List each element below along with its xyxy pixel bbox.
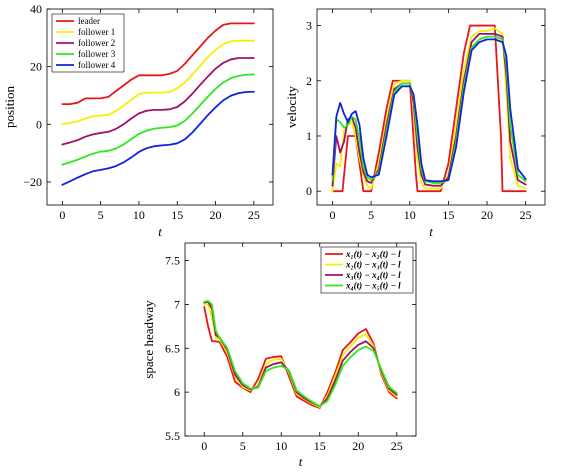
headway-x-tick-label: 20 [352,439,364,453]
velocity-plot-frame [316,8,546,206]
position-chart: 0 5 10 15 20 25−2002040tpositionleaderfollowe… [2,2,274,239]
headway-legend: x₁(t) − x₂(t) − lx₂(t) − x₃(t) − lx₃(t) … [320,246,414,294]
legend-entry-label: x₁(t) − x₂(t) − l [345,249,401,259]
position-x-tick-label: 25 [248,208,260,222]
position-y-tick-label: −20 [23,175,42,189]
headway-series-line [203,303,398,408]
position-x-tick-label: 5 [98,208,104,222]
position-x-tick-label: 0 [59,208,65,222]
headway-chart: 0 5 10 15 20 25 5.5 6 6.5 7 7.5 t space headway x₁(t)… [141,242,417,469]
velocity-x-tick-label: 25 [520,208,532,222]
velocity-chart: 0 5 10 15 20 25 0 1 2 3 t velocity [284,8,546,239]
headway-y-axis-label: space headway [141,300,156,379]
legend-entry-label: x₃(t) − x₄(t) − l [345,270,401,280]
velocity-y-tick-label: 1 [306,129,312,143]
position-y-tick-label: 0 [36,117,42,131]
position-x-tick-label: 20 [210,208,222,222]
velocity-x-tick-label: 5 [368,208,374,222]
velocity-y-axis-label: velocity [284,86,299,128]
velocity-x-tick-label: 10 [404,208,416,222]
headway-y-tick-label: 7 [174,297,180,311]
headway-x-axis-label: t [299,454,303,469]
position-y-tick-label: 20 [30,60,42,74]
position-plot-frame [46,8,274,206]
headway-series-line [203,306,398,409]
headway-x-tick-label: 10 [275,439,287,453]
position-series-line [61,57,255,146]
legend-entry-label: follower 3 [78,49,116,59]
position-x-tick-label: 15 [171,208,183,222]
headway-x-tick-label: 0 [201,439,207,453]
headway-y-tick-label: 7.5 [165,254,180,268]
headway-y-tick-label: 5.5 [165,429,180,443]
headway-x-tick-label: 15 [314,439,326,453]
legend-entry-label: leader [78,16,100,26]
legend-entry-label: follower 2 [78,38,115,48]
position-series-line [61,90,255,186]
headway-series-line [203,299,398,408]
position-series-line [61,39,255,126]
headway-y-tick-label: 6 [174,385,180,399]
legend-entry-label: x₄(t) − x₅(t) − l [345,281,401,291]
velocity-x-tick-label: 20 [481,208,493,222]
position-y-tick-label: 40 [30,2,42,16]
legend-entry-label: x₂(t) − x₃(t) − l [345,260,401,270]
legend-entry-label: follower 4 [78,60,116,70]
velocity-y-tick-label: 0 [306,184,312,198]
position-x-axis-label: t [158,224,162,239]
legend-entry-label: follower 1 [78,27,115,37]
velocity-y-tick-label: 3 [306,19,312,33]
position-x-tick-label: 10 [133,208,145,222]
velocity-series-line [331,24,527,193]
velocity-x-axis-label: t [429,224,433,239]
velocity-x-tick-label: 15 [442,208,454,222]
position-y-axis-label: position [2,86,17,128]
velocity-x-tick-label: 0 [329,208,335,222]
position-series-line [61,22,255,106]
headway-x-tick-label: 5 [240,439,246,453]
headway-series-line [203,300,398,408]
velocity-series-line [331,38,527,183]
headway-y-tick-label: 6.5 [165,341,180,355]
position-series-line [61,73,255,166]
headway-plot-frame [184,242,417,437]
headway-x-tick-label: 25 [391,439,403,453]
velocity-y-tick-label: 2 [306,74,312,88]
